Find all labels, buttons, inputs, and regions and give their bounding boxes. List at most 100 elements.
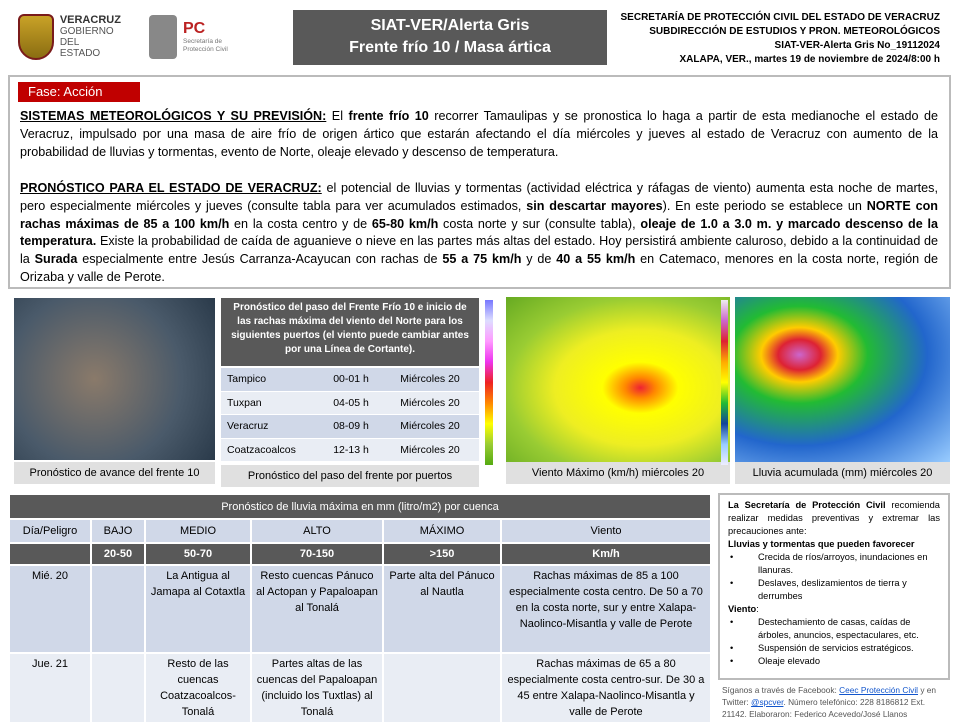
port-day: Miércoles 20 [400, 396, 460, 409]
logo-text: VERACRUZ [59, 14, 121, 26]
cell: Jue. 21 [8, 652, 92, 724]
port-time: 04-05 h [333, 396, 369, 409]
port-row: Tampico 00-01 h Miércoles 20 [221, 368, 479, 392]
wind-color-scale [485, 300, 493, 465]
rain-color-scale [721, 300, 728, 465]
logo-text: GOBIERNO [59, 26, 114, 37]
range: 70-150 [250, 542, 384, 566]
wind-map-image [506, 297, 730, 462]
port-row: Veracruz 08-09 h Miércoles 20 [221, 415, 479, 439]
cell: La Antigua al Jamapa al Cotaxtla [144, 564, 252, 654]
forecast-heading: PRONÓSTICO PARA EL ESTADO DE VERACRUZ: [20, 181, 322, 195]
text: el potencial de lluvias y tormentas (act… [20, 181, 938, 213]
list-item: Destechamiento de casas, caídas de árbol… [728, 616, 940, 642]
port-day: Miércoles 20 [400, 420, 460, 433]
facebook-link[interactable]: Ceec Protección Civil [839, 685, 919, 695]
text: especialmente entre Jesús Carranza-Acayu… [77, 252, 443, 267]
text: Síganos a través de Facebook: [722, 685, 840, 695]
text: oleaje de 1.0 a 3.0 m. y marcado descens… [20, 216, 938, 249]
text: Existe la probabilidad de caída de aguan… [20, 234, 938, 267]
rain-map-image [735, 297, 950, 462]
text: NORTE con rachas máximas de 85 a 100 km/… [20, 198, 939, 231]
text: costa norte y sur (consulte tabla), [438, 216, 641, 231]
rain-forecast-table: Pronóstico de lluvia máxima en mm (litro… [8, 493, 712, 724]
cell: Rachas máximas de 65 a 80 especialmente … [500, 652, 712, 724]
ports-heading: Pronóstico del paso del Frente Frío 10 e… [221, 298, 479, 366]
port-day: Miércoles 20 [400, 443, 460, 456]
text: 40 a 55 km/h [556, 252, 636, 267]
cell: Parte alta del Pánuco al Nautla [382, 564, 502, 654]
col-header: MEDIO [144, 518, 252, 544]
text: sin descartar mayores [526, 198, 663, 213]
port-row: Tuxpan 04-05 h Miércoles 20 [221, 391, 479, 415]
alert-number: SIAT-VER-Alerta Gris No_19112024 [774, 40, 940, 51]
text: en Catemaco, menores en la costa norte, … [20, 252, 938, 284]
wind-heading: Viento [728, 604, 757, 614]
veracruz-shield-icon [18, 14, 54, 60]
text: en la costa centro y de [229, 216, 372, 231]
title-line-1: SIAT-VER/Alerta Gris [370, 17, 530, 34]
col-header: Día/Peligro [8, 518, 92, 544]
systems-heading: SISTEMAS METEOROLÓGICOS Y SU PREVISIÓN: [20, 109, 327, 123]
header-info: SECRETARÍA DE PROTECCIÓN CIVIL DEL ESTAD… [621, 11, 940, 67]
text: . Número telefónico: 228 8186812 Ext. 21… [722, 697, 926, 719]
title-line-2: Frente frío 10 / Masa ártica [349, 39, 551, 56]
logo-text: DEL ESTADO [59, 37, 101, 59]
forecast-paragraph: PRONÓSTICO PARA EL ESTADO DE VERACRUZ: e… [20, 180, 938, 287]
gobierno-logo: VERACRUZ GOBIERNO DEL ESTADO PC Secretaría … [18, 12, 233, 62]
list-item: Suspensión de servicios estratégicos. [728, 642, 940, 655]
recommendations-box: La Secretaría de Protección Civil recomi… [718, 493, 950, 680]
alert-title: SIAT-VER/Alerta Gris Frente frío 10 / Ma… [293, 10, 607, 65]
range: Km/h [500, 542, 712, 566]
cell: Resto de las cuencas Coatzacoalcos-Tonal… [144, 652, 252, 724]
place-date: XALAPA, VER., martes 19 de noviembre de … [679, 54, 940, 65]
text: y de [521, 252, 557, 267]
satellite-caption: Pronóstico de avance del frente 10 [14, 462, 215, 484]
range: 50-70 [144, 542, 252, 566]
pc-logo-name: Secretaría de Protección Civil [183, 38, 228, 53]
text: ). En este periodo se establece un [662, 198, 867, 213]
pc-shield-icon [148, 15, 177, 59]
twitter-link[interactable]: @spcver [751, 697, 784, 707]
rain-caption: Lluvia acumulada (mm) miércoles 20 [735, 462, 950, 484]
cell: Resto cuencas Pánuco al Actopan y Papalo… [250, 564, 384, 654]
port-name: Coatzacoalcos [227, 443, 296, 456]
summary-box [8, 75, 951, 289]
text: La Secretaría de Protección Civil [728, 500, 886, 510]
text: 65-80 km/h [371, 216, 439, 231]
text: Surada [34, 252, 78, 267]
cell [90, 652, 146, 724]
port-name: Veracruz [227, 420, 269, 433]
org-name: SECRETARÍA DE PROTECCIÓN CIVIL DEL ESTAD… [620, 12, 940, 23]
port-day: Miércoles 20 [400, 373, 460, 386]
cell: Mié. 20 [8, 564, 92, 654]
ports-caption: Pronóstico del paso del frente por puert… [221, 465, 479, 487]
cell [382, 652, 502, 724]
text: frente frío 10 [348, 109, 429, 123]
col-header: MÁXIMO [382, 518, 502, 544]
cell: Partes altas de las cuencas del Papaloap… [250, 652, 384, 724]
sub-org-name: SUBDIRECCIÓN DE ESTUDIOS Y PRON. METEORO… [649, 26, 940, 37]
text: recorrer Tamaulipas y se pronostica lo h… [20, 109, 938, 159]
col-header: Viento [500, 518, 712, 544]
table-row: Mié. 20 La Antigua al Jamapa al Cotaxtla… [8, 564, 712, 654]
satellite-image [14, 298, 215, 460]
text: 55 a 75 km/h [442, 252, 522, 267]
phase-badge: Fase: Acción [18, 82, 140, 102]
wind-caption: Viento Máximo (km/h) miércoles 20 [506, 462, 730, 484]
port-row: Coatzacoalcos 12-13 h Miércoles 20 [221, 438, 479, 462]
list-item: Deslaves, deslizamientos de tierra y der… [728, 577, 940, 603]
text: y en Twitter: [722, 685, 937, 707]
port-time: 08-09 h [333, 420, 369, 433]
text: El [326, 109, 349, 123]
rain-table-title: Pronóstico de lluvia máxima en mm (litro… [8, 493, 712, 520]
pc-logo-abbr: PC [183, 20, 206, 37]
list-item: Crecida de ríos/arroyos, inundaciones en… [728, 551, 940, 577]
systems-paragraph: SISTEMAS METEOROLÓGICOS Y SU PREVISIÓN: … [20, 108, 938, 161]
cell: Rachas máximas de 85 a 100 especialmente… [500, 564, 712, 654]
range: >150 [382, 542, 502, 566]
list-item: Oleaje elevado [728, 655, 940, 668]
range [8, 542, 92, 566]
col-header: ALTO [250, 518, 384, 544]
table-row: Jue. 21 Resto de las cuencas Coatzacoalc… [8, 652, 712, 724]
